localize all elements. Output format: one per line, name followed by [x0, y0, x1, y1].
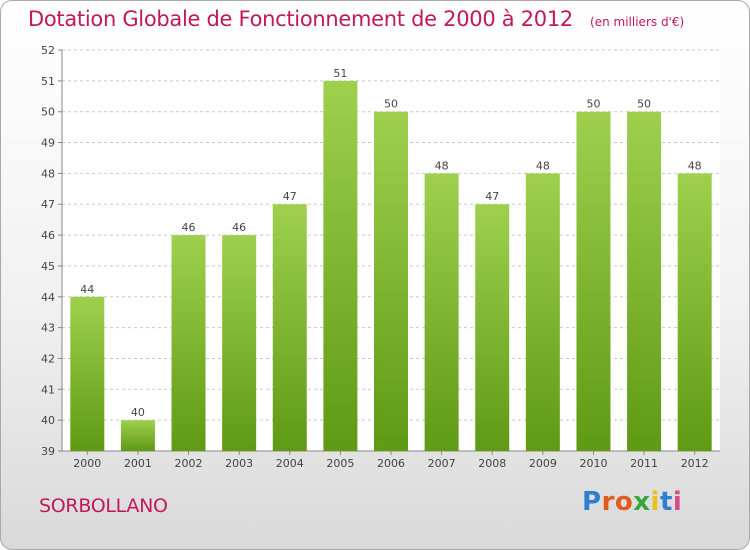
data-label-2002: 46 — [182, 221, 196, 234]
x-tick-label-2011: 2011 — [630, 457, 658, 470]
data-label-2004: 47 — [283, 190, 297, 203]
data-label-2011: 50 — [637, 98, 651, 111]
bar-2012 — [677, 173, 712, 451]
y-tick-label: 42 — [41, 352, 55, 365]
x-tick-label-2001: 2001 — [124, 457, 152, 470]
y-tick-label: 49 — [41, 137, 55, 150]
y-tick-label: 52 — [41, 44, 55, 57]
x-tick-label-2009: 2009 — [529, 457, 557, 470]
logo-letter: i — [650, 487, 660, 517]
chart-unit: (en milliers d'€) — [590, 15, 685, 29]
bar-2008 — [475, 204, 510, 451]
x-tick-label-2005: 2005 — [326, 457, 354, 470]
bar-2005 — [323, 80, 358, 451]
bar-2007 — [424, 173, 459, 451]
data-label-2003: 46 — [232, 221, 246, 234]
logo-letter: P — [582, 487, 602, 517]
y-tick-label: 51 — [41, 75, 55, 88]
data-label-2007: 48 — [435, 159, 449, 172]
data-label-2000: 44 — [80, 283, 94, 296]
y-tick-label: 45 — [41, 260, 55, 273]
logo-letter: r — [601, 487, 615, 517]
commune-name: SORBOLLANO — [39, 495, 168, 517]
x-tick-label-2012: 2012 — [681, 457, 709, 470]
y-tick-label: 43 — [41, 322, 55, 335]
bar-2001 — [120, 420, 155, 451]
logo-letter: x — [633, 487, 651, 517]
x-tick-label-2010: 2010 — [579, 457, 607, 470]
bar-2011 — [627, 111, 662, 451]
bar-2000 — [70, 296, 105, 451]
logo-letter: o — [614, 487, 634, 517]
x-tick-label-2008: 2008 — [478, 457, 506, 470]
x-tick-label-2003: 2003 — [225, 457, 253, 470]
bar-2002 — [171, 235, 206, 451]
logo-letter: t — [659, 487, 673, 517]
x-tick-label-2007: 2007 — [428, 457, 456, 470]
data-label-2012: 48 — [688, 159, 702, 172]
data-label-2009: 48 — [536, 159, 550, 172]
data-label-2006: 50 — [384, 98, 398, 111]
logo-letter: i — [672, 487, 683, 517]
y-tick-label: 46 — [41, 229, 55, 242]
y-tick-label: 48 — [41, 167, 55, 180]
bar-2010 — [576, 111, 611, 451]
x-tick-label-2004: 2004 — [276, 457, 304, 470]
x-tick-label-2002: 2002 — [175, 457, 203, 470]
bar-2003 — [222, 235, 257, 451]
y-tick-label: 44 — [41, 291, 55, 304]
y-tick-label: 41 — [41, 383, 55, 396]
data-label-2010: 50 — [586, 98, 600, 111]
data-label-2001: 40 — [131, 406, 145, 419]
y-tick-label: 47 — [41, 198, 55, 211]
bar-2004 — [272, 204, 307, 451]
chart-title: Dotation Globale de Fonctionnement de 20… — [28, 7, 573, 31]
data-label-2008: 47 — [485, 190, 499, 203]
y-tick-label: 40 — [41, 414, 55, 427]
y-tick-label: 39 — [41, 445, 55, 458]
proxiti-logo: Proxiti — [582, 487, 682, 517]
x-tick-label-2006: 2006 — [377, 457, 405, 470]
bar-2009 — [525, 173, 560, 451]
bar-2006 — [374, 111, 408, 451]
y-tick-label: 50 — [41, 106, 55, 119]
data-label-2005: 51 — [333, 67, 347, 80]
chart-header: Dotation Globale de Fonctionnement de 20… — [28, 7, 684, 31]
x-tick-label-2000: 2000 — [73, 457, 101, 470]
